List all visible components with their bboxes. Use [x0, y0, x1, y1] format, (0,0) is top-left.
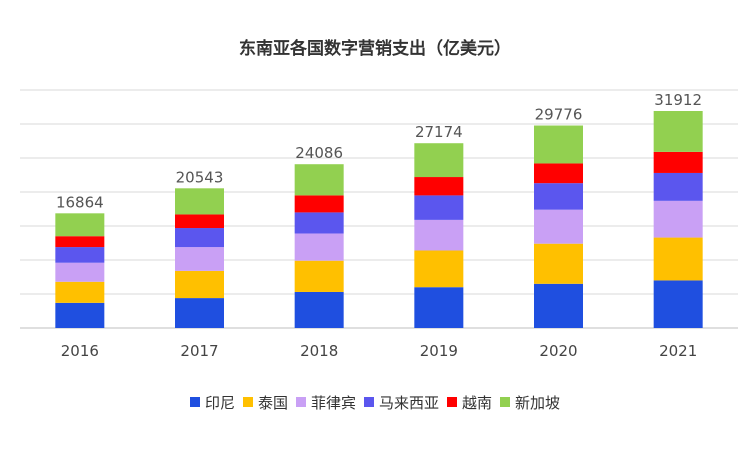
- bar-segment-印尼-2019: [414, 287, 464, 328]
- bar-segment-马来西亚-2018: [294, 212, 344, 234]
- bar-segment-泰国-2017: [175, 270, 224, 299]
- legend-swatch: [190, 397, 200, 407]
- legend-label: 泰国: [258, 394, 288, 412]
- bar-segment-印尼-2018: [294, 291, 344, 328]
- gridlines: [20, 89, 738, 329]
- legend-label: 马来西亚: [379, 394, 439, 412]
- bar-segment-菲律宾-2019: [414, 219, 464, 251]
- legend-swatch: [447, 397, 457, 407]
- bar-segment-新加坡-2017: [175, 188, 224, 215]
- bar-segment-泰国-2019: [414, 250, 464, 288]
- legend-swatch: [364, 397, 374, 407]
- total-label-2020: 29776: [535, 106, 583, 124]
- legend-swatch: [296, 397, 306, 407]
- bar-segment-新加坡-2020: [534, 125, 583, 164]
- chart-title: 东南亚各国数字营销支出（亿美元）: [239, 38, 511, 59]
- bars: [55, 110, 703, 328]
- bar-segment-泰国-2018: [294, 260, 344, 292]
- legend-item-越南: 越南: [447, 394, 492, 412]
- bar-segment-印尼-2017: [175, 298, 224, 328]
- x-tick-2016: 2016: [61, 342, 99, 360]
- legend-item-菲律宾: 菲律宾: [296, 394, 356, 412]
- bar-segment-新加坡-2016: [55, 213, 105, 237]
- bar-segment-马来西亚-2020: [534, 183, 583, 210]
- bar-segment-越南-2021: [653, 151, 703, 173]
- bar-segment-新加坡-2019: [414, 143, 464, 178]
- bar-segment-越南-2018: [294, 195, 344, 213]
- bar-segment-泰国-2016: [55, 281, 105, 303]
- legend-item-泰国: 泰国: [243, 394, 288, 412]
- bar-segment-越南-2020: [534, 163, 583, 184]
- legend-label: 新加坡: [515, 394, 560, 412]
- total-label-2019: 27174: [415, 123, 463, 141]
- legend-label: 越南: [462, 394, 492, 412]
- x-tick-2021: 2021: [659, 342, 697, 360]
- bar-segment-马来西亚-2021: [653, 172, 703, 201]
- legend-item-新加坡: 新加坡: [500, 394, 560, 412]
- legend-label: 菲律宾: [311, 394, 356, 412]
- bar-segment-菲律宾-2017: [175, 247, 224, 271]
- legend-swatch: [500, 397, 510, 407]
- total-label-2016: 16864: [56, 193, 104, 211]
- bar-segment-菲律宾-2020: [534, 209, 583, 244]
- bar-segment-新加坡-2021: [653, 110, 703, 152]
- bar-segment-印尼-2021: [653, 280, 703, 328]
- x-tick-2018: 2018: [300, 342, 338, 360]
- legend: 印尼 泰国 菲律宾 马来西亚 越南 新加坡: [190, 394, 560, 412]
- total-labels: 16864 20543 24086 27174 29776 31912: [56, 91, 702, 211]
- bar-segment-马来西亚-2017: [175, 228, 224, 248]
- x-axis-ticks: 2016 2017 2018 2019 2020 2021: [61, 342, 698, 360]
- legend-item-马来西亚: 马来西亚: [364, 394, 439, 412]
- bar-segment-越南-2017: [175, 214, 224, 229]
- bar-segment-泰国-2021: [653, 237, 703, 281]
- bar-segment-菲律宾-2016: [55, 262, 105, 282]
- bar-segment-马来西亚-2019: [414, 195, 464, 220]
- total-label-2017: 20543: [176, 168, 224, 186]
- bar-segment-菲律宾-2018: [294, 233, 344, 261]
- total-label-2021: 31912: [654, 91, 702, 109]
- bar-segment-马来西亚-2016: [55, 247, 105, 263]
- legend-label: 印尼: [205, 394, 235, 412]
- x-tick-2019: 2019: [420, 342, 458, 360]
- bar-segment-泰国-2020: [534, 243, 583, 284]
- legend-item-印尼: 印尼: [190, 394, 235, 412]
- total-label-2018: 24086: [295, 144, 343, 162]
- bar-segment-越南-2019: [414, 177, 464, 196]
- bar-segment-越南-2016: [55, 236, 105, 248]
- x-tick-2017: 2017: [180, 342, 218, 360]
- legend-swatch: [243, 397, 253, 407]
- bar-segment-印尼-2020: [534, 283, 583, 328]
- bar-segment-菲律宾-2021: [653, 200, 703, 238]
- bar-segment-新加坡-2018: [294, 164, 344, 196]
- bar-segment-印尼-2016: [55, 302, 105, 328]
- x-tick-2020: 2020: [539, 342, 577, 360]
